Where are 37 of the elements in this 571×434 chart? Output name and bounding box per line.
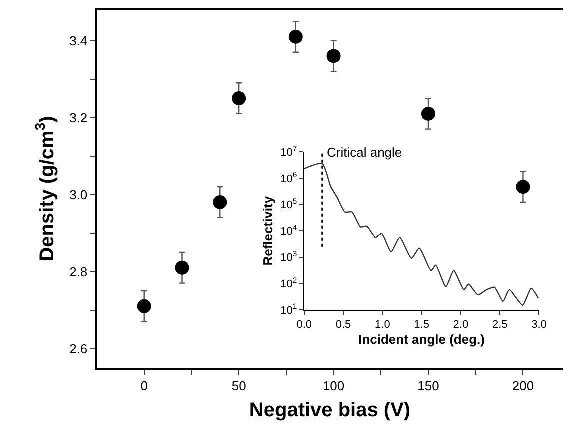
x-tick-label: 0.0 [296, 319, 312, 332]
x-axis-title: Negative bias (V) [249, 399, 411, 422]
point [137, 299, 152, 314]
point [232, 92, 246, 106]
x-tick-label: 0.5 [336, 319, 352, 332]
point [213, 195, 228, 210]
y-tick-label: 3.0 [70, 187, 88, 202]
y-tick-label: 10$^{1}$ [280, 302, 298, 317]
y-tick-label: 10$^{3}$ [280, 250, 298, 264]
y-tick-label: 10$^{2}$ [280, 276, 298, 291]
line-series [304, 162, 540, 306]
point [422, 106, 436, 121]
y-axis-title: Reflectivity [260, 196, 276, 266]
point [288, 30, 303, 44]
x-tick-label: 1.0 [375, 319, 390, 332]
x-tick-label: 50 [232, 378, 246, 394]
y-tick-label: 3.2 [70, 110, 88, 126]
x-tick-label: 1.5 [414, 319, 430, 332]
text: 2.8 [70, 264, 88, 280]
y-tick-label: 10$^{4}$ [280, 223, 298, 238]
y-tick-label: 10$^{7}$ [280, 144, 298, 159]
point [326, 49, 341, 64]
x-tick-label: 2.0 [453, 319, 469, 332]
x-tick-label: 3.0 [532, 319, 547, 332]
point [175, 260, 190, 275]
y-tick-label: 3.4 [70, 33, 88, 48]
y-tick-label: 10$^{6}$ [280, 170, 298, 186]
x-axis-title: Incident angle (deg.) [358, 332, 486, 347]
x-tick-label: 200 [512, 378, 534, 394]
x-tick-label: 2.5 [492, 319, 508, 332]
x-tick-label: 0 [140, 378, 148, 394]
point [516, 180, 530, 194]
x-tick-label: 100 [322, 378, 345, 394]
y-tick-label: 2.6 [70, 341, 88, 356]
y-tick-label: 10$^{5}$ [280, 196, 298, 212]
ref-line-label: Critical angle [327, 145, 402, 160]
x-tick-label: 150 [418, 378, 440, 394]
